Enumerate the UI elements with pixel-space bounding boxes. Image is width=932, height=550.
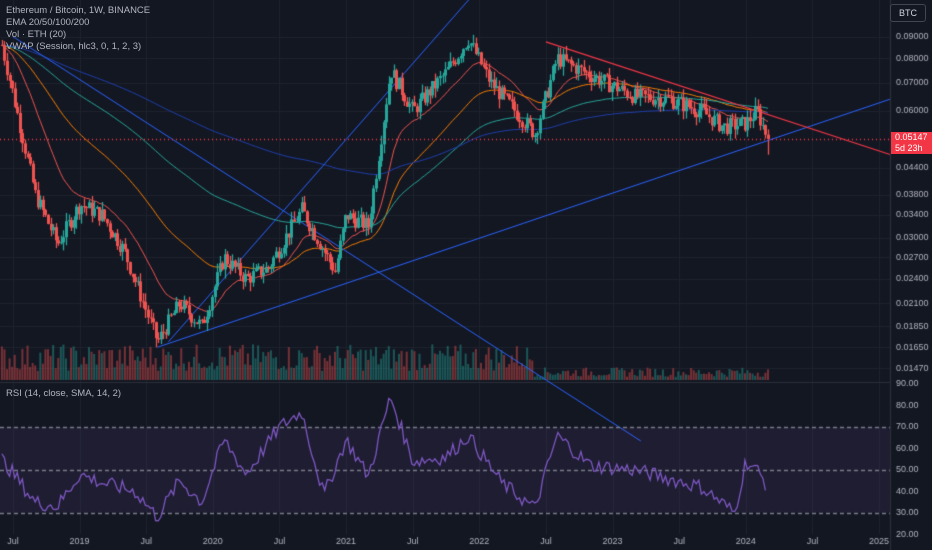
chart-title: Ethereum / Bitcoin, 1W, BINANCE (6, 5, 151, 16)
last-price-tag: 0.05147 (891, 132, 932, 143)
ema-legend: EMA 20/50/100/200 (6, 17, 90, 28)
rsi-legend: RSI (14, close, SMA, 14, 2) (6, 388, 122, 399)
currency-button[interactable]: BTC (890, 4, 926, 22)
countdown-tag: 5d 23h (891, 143, 932, 154)
volume-legend: Vol · ETH (20) (6, 29, 67, 40)
vwap-legend: VWAP (Session, hlc3, 0, 1, 2, 3) (6, 41, 142, 52)
